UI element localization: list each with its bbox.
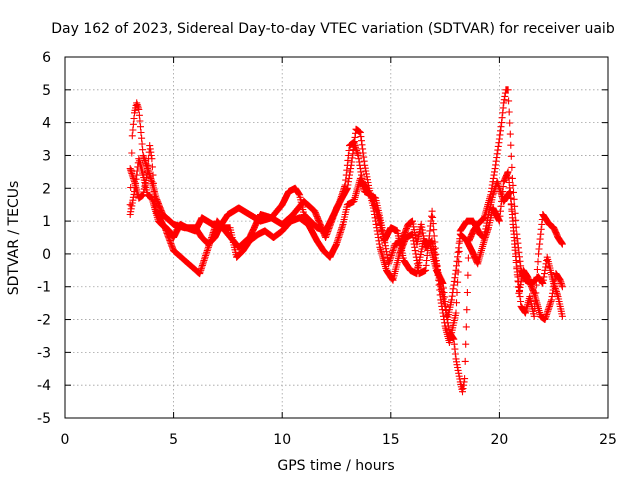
y-tick-label: 1	[42, 214, 51, 230]
y-tick-label: -5	[37, 411, 51, 427]
data-points	[126, 86, 566, 396]
series-points	[126, 125, 566, 346]
x-tick-label: 25	[599, 432, 617, 448]
y-tick-label: 5	[42, 83, 51, 99]
y-tick-label: 4	[42, 116, 51, 132]
y-tick-label: -4	[37, 378, 51, 394]
y-axis-label: SDTVAR / TECUs	[6, 181, 22, 296]
y-tick-label: -1	[37, 280, 51, 296]
series-group	[126, 86, 566, 396]
y-tick-label: -3	[37, 345, 51, 361]
x-axis-label: GPS time / hours	[277, 458, 394, 474]
y-tick-label: -2	[37, 313, 51, 329]
x-tick-label: 10	[273, 432, 291, 448]
plot-frame	[64, 56, 609, 419]
y-tick-labels: -5 -4 -3 -2 -1 0 1 2 3 4 5 6	[37, 50, 51, 427]
series-points	[126, 86, 566, 396]
x-tick-label: 20	[490, 432, 508, 448]
y-tick-label: 2	[42, 181, 51, 197]
y-tick-label: 0	[42, 247, 51, 263]
x-tick-label: 15	[382, 432, 400, 448]
x-tick-labels: 0 5 10 15 20 25	[61, 432, 617, 448]
axis-ticks	[64, 56, 609, 419]
y-tick-label: 3	[42, 148, 51, 164]
chart-title: Day 162 of 2023, Sidereal Day-to-day VTE…	[51, 21, 615, 37]
x-tick-label: 5	[169, 432, 178, 448]
x-tick-label: 0	[61, 432, 70, 448]
series-group	[126, 125, 566, 346]
y-tick-label: 6	[42, 50, 51, 66]
